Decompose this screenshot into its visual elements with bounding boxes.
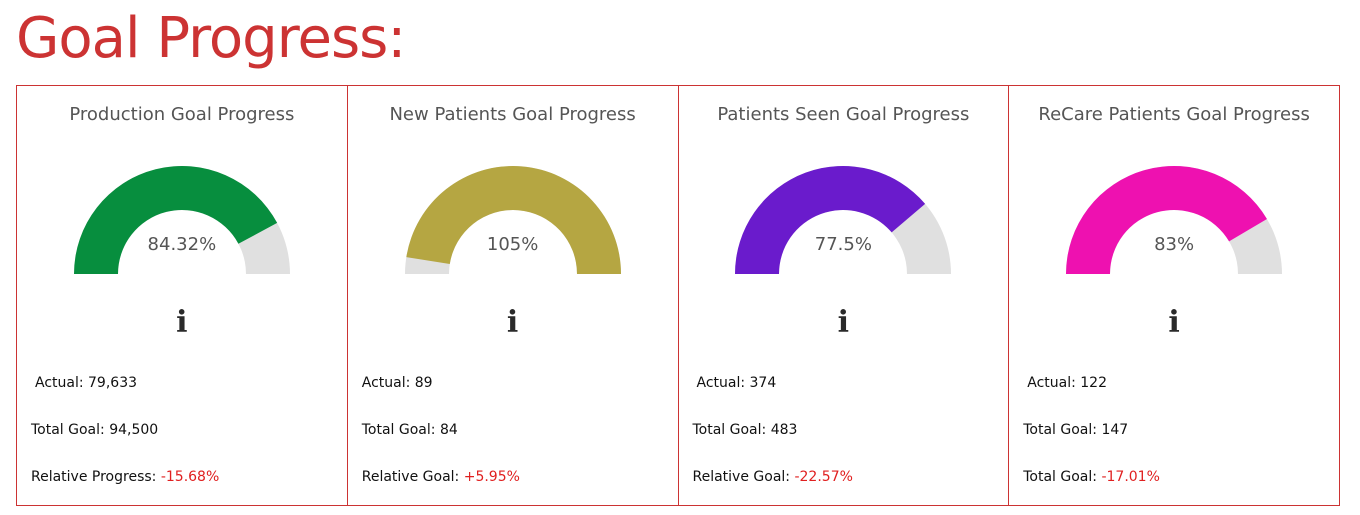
relative-label: Relative Goal:: [361, 469, 460, 485]
info-icon[interactable]: i: [176, 305, 188, 340]
gauge-svg: [735, 166, 952, 274]
gauge-svg: [404, 166, 621, 274]
gauge-chart: [72, 164, 292, 276]
card-recare-patients-goal: ReCare Patients Goal Progress 83% i Actu…: [1009, 86, 1339, 505]
gauge-chart: [1064, 164, 1284, 276]
card-production-goal: Production Goal Progress 84.32% i Actual…: [17, 86, 348, 505]
info-icon[interactable]: i: [1168, 305, 1180, 340]
gauge-percent-label: 77.5%: [814, 234, 872, 255]
relative-progress: Total Goal: -17.01%: [1023, 469, 1160, 485]
card-title: Production Goal Progress: [69, 104, 295, 125]
actual-value: Actual: 374: [696, 375, 777, 391]
info-icon[interactable]: i: [837, 305, 850, 340]
card-title: Patients Seen Goal Progress: [717, 104, 970, 125]
relative-label: Total Goal:: [1023, 469, 1097, 485]
goal-cards: Production Goal Progress 84.32% i Actual…: [16, 85, 1340, 506]
gauge-chart: [733, 164, 953, 276]
actual-value: Actual: 89: [361, 375, 433, 391]
card-title: New Patients Goal Progress: [389, 104, 636, 125]
card-patients-seen-goal: Patients Seen Goal Progress 77.5% i Actu…: [679, 86, 1010, 505]
relative-value: -17.01%: [1101, 469, 1160, 485]
gauge-fill: [735, 166, 926, 274]
total-goal-value: Total Goal: 483: [692, 422, 798, 438]
gauge-percent-label: 83%: [1154, 234, 1195, 255]
gauge-fill: [73, 166, 278, 274]
relative-value: -22.57%: [794, 469, 853, 485]
relative-value: -15.68%: [160, 469, 220, 485]
card-title: ReCare Patients Goal Progress: [1038, 104, 1310, 125]
relative-label: Relative Goal:: [692, 469, 791, 485]
gauge-chart: [403, 164, 623, 276]
actual-value: Actual: 79,633: [35, 375, 138, 391]
gauge-percent-label: 84.32%: [147, 234, 217, 255]
gauge-fill: [1066, 165, 1268, 274]
relative-progress: Relative Progress: -15.68%: [31, 469, 219, 485]
total-goal-value: Total Goal: 84: [361, 422, 458, 438]
total-goal-value: Total Goal: 147: [1023, 422, 1129, 438]
gauge-svg: [1066, 165, 1283, 274]
relative-progress: Relative Goal: +5.95%: [362, 469, 520, 485]
relative-label: Relative Progress:: [31, 469, 157, 485]
gauge-svg: [73, 166, 290, 274]
relative-value: +5.95%: [463, 469, 520, 485]
page-title: Goal Progress:: [16, 6, 406, 71]
card-new-patients-goal: New Patients Goal Progress 105% i Actual…: [348, 86, 679, 505]
info-icon[interactable]: i: [506, 305, 519, 340]
gauge-percent-label: 105%: [486, 234, 539, 255]
gauge-fill: [405, 166, 621, 274]
total-goal-value: Total Goal: 94,500: [31, 422, 159, 438]
relative-progress: Relative Goal: -22.57%: [693, 469, 853, 485]
actual-value: Actual: 122: [1027, 375, 1107, 391]
